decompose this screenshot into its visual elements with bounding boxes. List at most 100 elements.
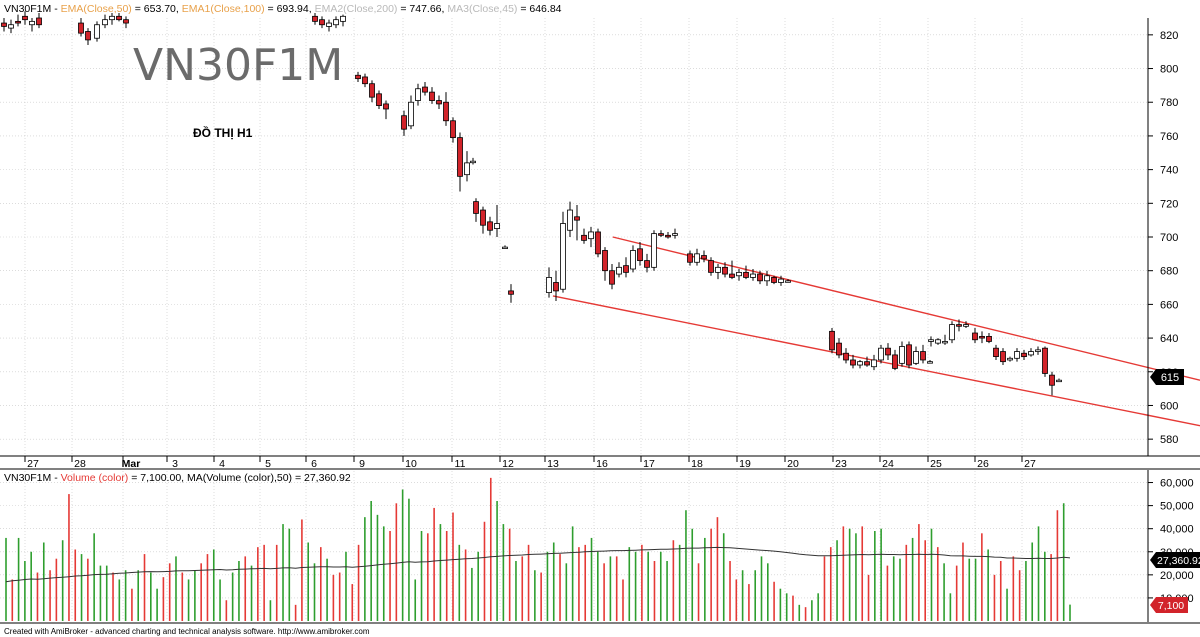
candle-body (85, 31, 91, 41)
candle-body (502, 246, 508, 250)
candle-body (470, 160, 476, 164)
date-tick-label: 19 (739, 458, 751, 470)
candle-body (362, 76, 368, 85)
candle-body (450, 120, 456, 139)
date-tick-label: 5 (265, 458, 271, 470)
candle-body (986, 335, 992, 342)
candle-body (715, 266, 721, 273)
date-tick-label: 9 (359, 458, 365, 470)
price-tick-label: 600 (1160, 400, 1178, 412)
date-tick-label: 26 (977, 458, 989, 470)
candle-body (609, 270, 615, 285)
date-tick-label: 28 (74, 458, 86, 470)
volume-grid (0, 482, 1148, 599)
date-tick-label: 24 (882, 458, 894, 470)
candle-body (722, 266, 728, 275)
date-tick-label: 11 (455, 458, 466, 470)
candle-body (750, 273, 756, 278)
candle-body (588, 231, 594, 240)
date-tick-label: 10 (405, 458, 417, 470)
volume-header-symbol: VN30F1M (4, 472, 51, 484)
header-ema1-value: = 693.94, (268, 3, 312, 15)
volume-header-ma-label: MA(Volume (color),50) (187, 472, 292, 484)
price-pane: 580600620640660680700720740760780800820 … (0, 11, 1200, 621)
price-tick-label: 640 (1160, 333, 1178, 345)
header-ema2-value: = 747.66, (400, 3, 444, 15)
candle-body (729, 273, 735, 278)
candle-body (736, 271, 742, 277)
date-tick-label: 17 (643, 458, 655, 470)
candle-body (383, 103, 389, 110)
candle-body (658, 233, 664, 236)
last-price-label: 615 (1161, 372, 1179, 384)
last-volume-ma-badge: 27,360.92 (1150, 552, 1200, 568)
candle-body (637, 248, 643, 261)
header-ema-value: = 653.70, (135, 3, 179, 15)
candle-body (665, 234, 671, 238)
date-tick-label: 18 (691, 458, 703, 470)
date-tick-label: 25 (930, 458, 942, 470)
candle-body (927, 361, 933, 364)
candle-body (312, 15, 318, 22)
candle-body (1049, 374, 1055, 386)
last-volume-badge: 7,100 (1150, 597, 1188, 613)
volume-header-ma-value: = 27,360.92 (295, 472, 351, 484)
candle-body (574, 216, 580, 221)
candle-body (473, 201, 479, 214)
candle-body (892, 354, 898, 369)
volume-tick-label: 50,000 (1160, 501, 1194, 513)
candle-body (644, 260, 650, 268)
svg-text:VN30F1M - EMA(Cl: VN30F1M - EMA(Close,50) = 653.70, EMA1(C… (4, 3, 562, 15)
candle-body (672, 233, 678, 236)
date-tick-label: Mar (122, 458, 141, 470)
candle-body (355, 74, 361, 80)
candle-body (906, 344, 912, 366)
candle-body (1035, 349, 1041, 352)
candle-body (401, 115, 407, 130)
candle-body (885, 347, 891, 356)
date-tick-label: 16 (596, 458, 608, 470)
candle-body (340, 15, 346, 22)
date-tick-label: 27 (27, 458, 39, 470)
date-tick-label: 23 (835, 458, 847, 470)
date-tick-label: 3 (172, 458, 178, 470)
candle-body (581, 234, 587, 241)
last-price-badge: 615 (1150, 369, 1184, 385)
volume-header-value: = 7,100.00, (131, 472, 184, 484)
candle-body (1000, 351, 1006, 363)
price-header: VN30F1M - EMA(Close,50) = 653.70, EMA1(C… (4, 3, 562, 15)
candle-body (956, 324, 962, 327)
price-tick-label: 820 (1160, 30, 1178, 42)
candle-body (979, 335, 985, 339)
candle-body (630, 250, 636, 270)
candle-body (422, 86, 428, 93)
candle-body (764, 275, 770, 282)
candle-body (785, 280, 791, 283)
candle-body (899, 346, 905, 364)
price-axis-ticks: 580600620640660680700720740760780800820 (1148, 30, 1178, 446)
price-tick-label: 800 (1160, 64, 1178, 76)
price-tick-label: 700 (1160, 232, 1178, 244)
volume-ma-line (5, 546, 1071, 583)
candle-body (878, 347, 884, 361)
candle-body (109, 15, 115, 21)
candle-body (701, 255, 707, 260)
candle-body (1056, 379, 1062, 383)
last-volume-label: 7,100 (1158, 600, 1184, 612)
header-ma3-value: = 646.84 (520, 3, 561, 15)
candle-body (567, 209, 573, 231)
header-symbol: VN30F1M (4, 3, 51, 15)
candle-body (963, 324, 969, 327)
candle-body (623, 265, 629, 273)
candle-body (94, 24, 100, 39)
candle-body (36, 17, 42, 26)
candles (1, 11, 1062, 396)
candle-body (1042, 347, 1048, 374)
volume-tick-label: 60,000 (1160, 478, 1194, 490)
candle-body (29, 20, 35, 26)
header-ema-label: EMA(Close,50) (61, 3, 132, 15)
price-tick-label: 580 (1160, 434, 1178, 446)
candle-body (376, 93, 382, 107)
